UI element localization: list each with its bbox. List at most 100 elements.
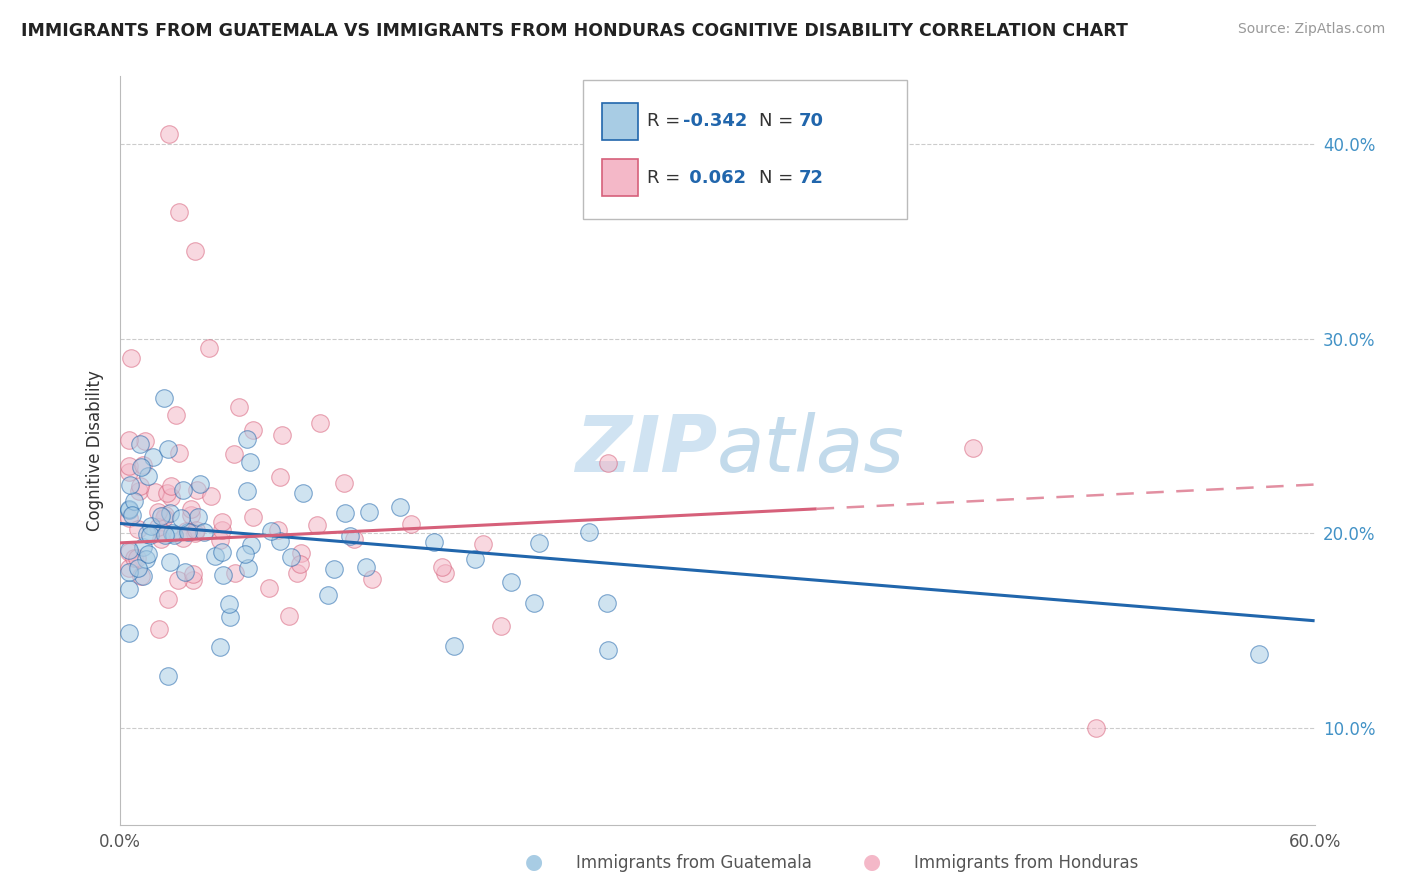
Text: Immigrants from Guatemala: Immigrants from Guatemala (576, 855, 813, 872)
Point (228, 400, 250, 414)
Point (1084, 721, 1107, 735)
Point (332, 475, 354, 490)
Point (150, 524, 173, 539)
Point (132, 568, 155, 582)
Point (1247, 647, 1270, 661)
Point (170, 511, 193, 525)
Point (267, 523, 290, 537)
Point (129, 437, 152, 451)
Point (177, 524, 200, 539)
Point (142, 450, 165, 465)
Point (134, 434, 156, 448)
Point (211, 516, 233, 530)
Point (180, 508, 202, 522)
Point (159, 490, 181, 504)
Point (156, 591, 179, 606)
Point (209, 533, 232, 547)
Point (180, 501, 202, 516)
Point (357, 505, 380, 519)
Point (287, 566, 309, 581)
Point (239, 455, 262, 469)
Point (323, 562, 346, 576)
Point (224, 447, 246, 461)
Point (290, 546, 312, 560)
Point (146, 520, 169, 534)
Text: N =: N = (759, 112, 799, 130)
Point (316, 588, 339, 602)
Point (159, 555, 181, 569)
Text: N =: N = (759, 169, 799, 186)
Point (174, 524, 197, 538)
Text: R =: R = (647, 112, 686, 130)
Point (118, 626, 141, 640)
Point (388, 500, 411, 514)
Point (236, 561, 259, 575)
Point (360, 572, 382, 586)
Point (242, 423, 264, 437)
Point (184, 525, 207, 540)
Point (128, 484, 150, 499)
Point (339, 529, 361, 543)
Point (128, 479, 150, 493)
Point (118, 545, 141, 559)
Point (181, 573, 204, 587)
Point (343, 533, 366, 547)
Point (212, 567, 235, 582)
Point (132, 540, 155, 554)
Point (598, 457, 620, 471)
Point (172, 483, 194, 497)
Point (149, 532, 172, 546)
Text: IMMIGRANTS FROM GUATEMALA VS IMMIGRANTS FROM HONDURAS COGNITIVE DISABILITY CORRE: IMMIGRANTS FROM GUATEMALA VS IMMIGRANTS … (21, 22, 1128, 40)
Point (120, 478, 142, 492)
Point (187, 509, 209, 524)
Point (472, 537, 495, 551)
Point (118, 465, 141, 479)
Point (150, 508, 173, 523)
Point (172, 531, 194, 545)
Point (335, 506, 357, 520)
Point (163, 528, 186, 542)
Point (136, 527, 159, 541)
Point (174, 565, 197, 579)
Point (578, 525, 600, 540)
Point (193, 525, 215, 540)
Point (443, 639, 465, 653)
Point (118, 542, 141, 557)
Point (271, 428, 294, 442)
Text: 70: 70 (799, 112, 824, 130)
Point (156, 486, 179, 500)
Point (118, 566, 141, 580)
Point (280, 550, 302, 565)
Point (118, 458, 141, 473)
Point (118, 582, 141, 596)
Point (596, 642, 619, 657)
Point (269, 533, 291, 548)
Point (209, 640, 232, 655)
Point (190, 477, 212, 491)
Point (434, 566, 457, 581)
Point (118, 561, 141, 575)
Point (167, 573, 190, 587)
Point (292, 485, 315, 500)
Point (595, 596, 617, 610)
Point (288, 557, 311, 571)
Point (153, 508, 176, 523)
Point (430, 560, 453, 574)
Point (236, 484, 259, 499)
Point (120, 351, 142, 365)
Text: atlas: atlas (717, 412, 905, 489)
Text: Source: ZipAtlas.com: Source: ZipAtlas.com (1237, 22, 1385, 37)
Point (242, 509, 264, 524)
Point (200, 489, 222, 503)
Point (118, 503, 141, 517)
Text: ZIP: ZIP (575, 412, 717, 489)
Point (307, 518, 329, 533)
Point (489, 619, 512, 633)
Point (159, 479, 181, 493)
Point (183, 566, 205, 581)
Point (309, 416, 332, 430)
Point (257, 582, 280, 596)
Point (218, 610, 240, 624)
Point (184, 523, 207, 537)
Point (211, 523, 233, 537)
